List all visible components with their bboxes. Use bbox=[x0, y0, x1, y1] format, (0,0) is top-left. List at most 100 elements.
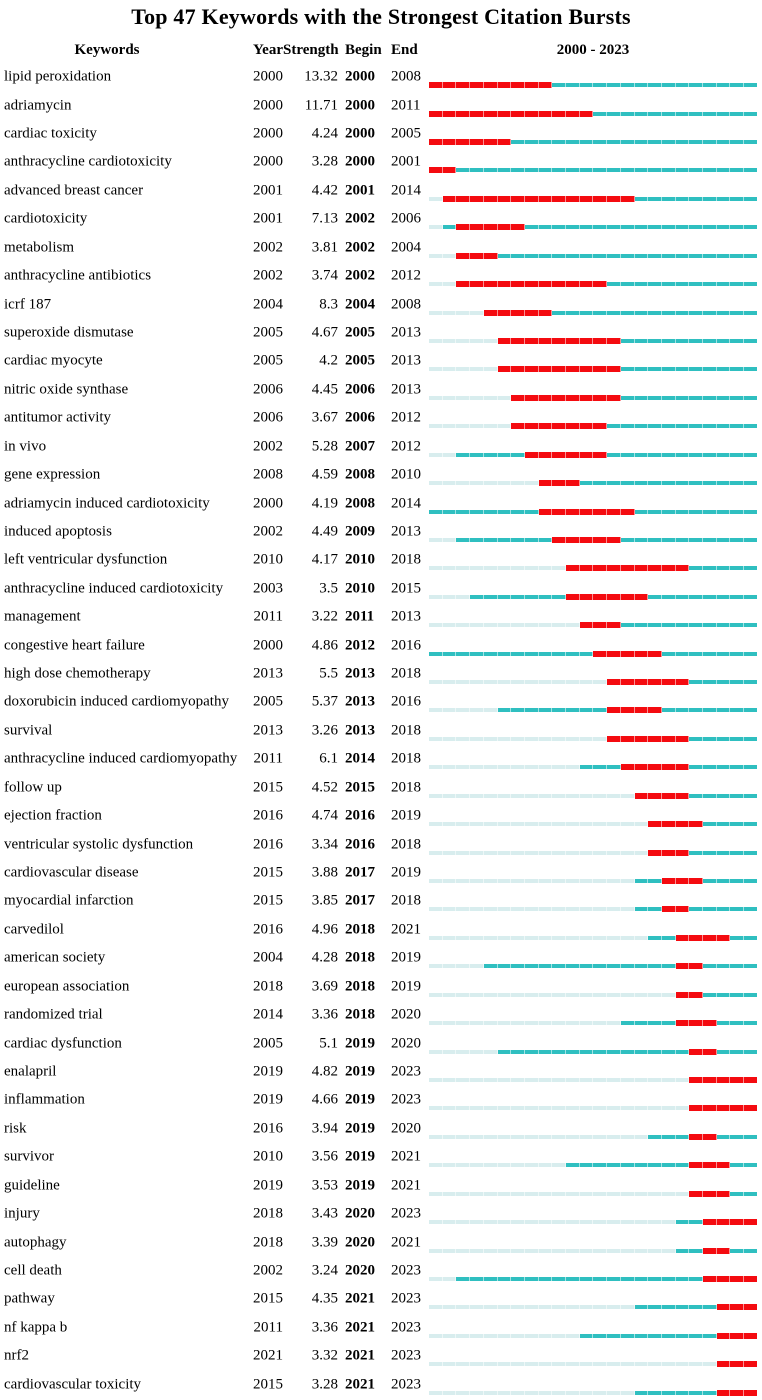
end-cell: 2020 bbox=[391, 1120, 421, 1137]
year-cell: 2006 bbox=[253, 381, 283, 398]
inactive-segment bbox=[579, 907, 594, 912]
active-segment bbox=[470, 1276, 484, 1281]
inactive-segment bbox=[579, 736, 594, 741]
active-segment bbox=[703, 793, 717, 798]
inactive-segment bbox=[497, 424, 512, 429]
inactive-segment bbox=[566, 736, 580, 741]
burst-segment bbox=[593, 423, 608, 430]
inactive-segment bbox=[607, 1021, 621, 1026]
inactive-segment bbox=[470, 935, 484, 940]
inactive-segment bbox=[470, 1049, 484, 1054]
burst-segment bbox=[703, 1133, 717, 1140]
inactive-segment bbox=[511, 793, 525, 798]
active-segment bbox=[566, 310, 580, 315]
active-segment bbox=[744, 253, 757, 258]
inactive-segment bbox=[470, 566, 484, 571]
active-segment bbox=[648, 1021, 662, 1026]
inactive-segment bbox=[470, 1077, 484, 1082]
burst-timeline-bar bbox=[429, 877, 757, 885]
burst-segment bbox=[730, 1332, 745, 1339]
inactive-segment bbox=[442, 424, 457, 429]
active-segment bbox=[716, 992, 731, 997]
inactive-segment bbox=[675, 1077, 690, 1082]
active-segment bbox=[620, 367, 635, 372]
burst-timeline-bar bbox=[429, 1247, 757, 1255]
inactive-segment bbox=[607, 1305, 621, 1310]
table-row: adriamycin induced cardiotoxicity 2000 4.1… bbox=[0, 490, 762, 518]
active-segment bbox=[620, 168, 635, 173]
active-segment bbox=[648, 907, 662, 912]
inactive-segment bbox=[620, 879, 635, 884]
active-segment bbox=[429, 651, 443, 656]
inactive-segment bbox=[483, 879, 498, 884]
table-row: gene expression 2008 4.59 2008 2010 bbox=[0, 462, 762, 490]
active-segment bbox=[648, 594, 662, 599]
burst-segment bbox=[661, 565, 676, 572]
inactive-segment bbox=[456, 594, 471, 599]
inactive-segment bbox=[620, 1134, 635, 1139]
begin-cell: 2016 bbox=[345, 807, 375, 824]
inactive-segment bbox=[607, 1220, 621, 1225]
begin-cell: 2004 bbox=[345, 296, 375, 313]
active-segment bbox=[442, 225, 457, 230]
inactive-segment bbox=[483, 367, 498, 372]
burst-segment bbox=[675, 679, 690, 686]
burst-segment bbox=[620, 679, 635, 686]
active-segment bbox=[593, 140, 608, 145]
inactive-segment bbox=[511, 1134, 525, 1139]
inactive-segment bbox=[566, 907, 580, 912]
active-segment bbox=[689, 1248, 704, 1253]
burst-segment bbox=[579, 394, 594, 401]
burst-segment bbox=[566, 366, 580, 373]
inactive-segment bbox=[442, 1077, 457, 1082]
active-segment bbox=[661, 395, 676, 400]
active-segment bbox=[675, 395, 690, 400]
year-cell: 2000 bbox=[253, 637, 283, 654]
burst-segment bbox=[497, 195, 512, 202]
active-segment bbox=[703, 765, 717, 770]
inactive-segment bbox=[470, 992, 484, 997]
inactive-segment bbox=[456, 736, 471, 741]
inactive-segment bbox=[429, 310, 443, 315]
active-segment bbox=[552, 253, 567, 258]
burst-segment bbox=[470, 224, 484, 231]
begin-cell: 2019 bbox=[345, 1120, 375, 1137]
inactive-segment bbox=[620, 1191, 635, 1196]
end-cell: 2019 bbox=[391, 978, 421, 995]
year-cell: 2000 bbox=[253, 125, 283, 142]
active-segment bbox=[661, 509, 676, 514]
year-cell: 2013 bbox=[253, 722, 283, 739]
burst-segment bbox=[689, 1133, 704, 1140]
active-segment bbox=[620, 310, 635, 315]
table-row: anthracycline induced cardiotoxicity 2003… bbox=[0, 576, 762, 604]
active-segment bbox=[456, 168, 471, 173]
burst-segment bbox=[620, 593, 635, 600]
active-segment bbox=[730, 339, 745, 343]
inactive-segment bbox=[456, 907, 471, 912]
inactive-segment bbox=[620, 1362, 635, 1367]
end-cell: 2013 bbox=[391, 352, 421, 369]
inactive-segment bbox=[456, 1163, 471, 1168]
active-segment bbox=[716, 140, 731, 145]
keyword-cell: cardiovascular disease bbox=[4, 864, 139, 881]
active-segment bbox=[634, 1049, 649, 1054]
inactive-segment bbox=[552, 935, 567, 940]
active-segment bbox=[716, 225, 731, 230]
burst-timeline-bar bbox=[429, 451, 757, 459]
active-segment bbox=[744, 736, 757, 741]
inactive-segment bbox=[538, 1021, 553, 1026]
inactive-segment bbox=[661, 1248, 676, 1253]
burst-segment bbox=[552, 451, 567, 458]
year-cell: 2015 bbox=[253, 1376, 283, 1393]
inactive-segment bbox=[579, 1305, 594, 1310]
inactive-segment bbox=[429, 225, 443, 230]
inactive-segment bbox=[470, 339, 484, 343]
inactive-segment bbox=[470, 1163, 484, 1168]
begin-cell: 2008 bbox=[345, 466, 375, 483]
active-segment bbox=[566, 1049, 580, 1054]
begin-cell: 2019 bbox=[345, 1177, 375, 1194]
end-cell: 2001 bbox=[391, 153, 421, 170]
active-segment bbox=[648, 1305, 662, 1310]
inactive-segment bbox=[442, 1248, 457, 1253]
active-segment bbox=[497, 708, 512, 713]
